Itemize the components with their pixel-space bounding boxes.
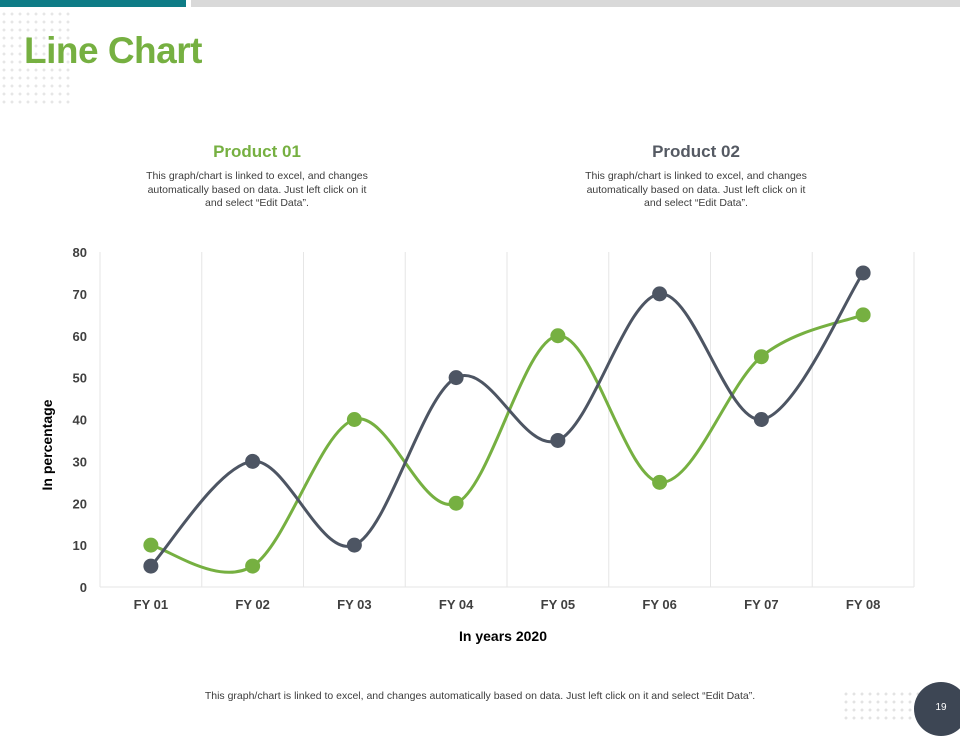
data-point-series-2[interactable] [652,286,668,302]
data-point-series-1[interactable] [855,307,871,323]
data-point-series-2[interactable] [143,558,159,574]
y-tick-label: 70 [73,287,87,302]
x-tick-label: FY 06 [642,597,676,612]
chart-axes: 0 10 20 30 40 50 60 70 80 FY 01 FY 02 FY 03 FY 04 FY … [73,245,914,612]
legend-description: This graph/chart is linked to excel, and… [585,170,807,209]
dot-pattern-decoration [0,10,70,105]
y-tick-label: 50 [73,371,87,386]
x-tick-label: FY 02 [235,597,269,612]
data-point-series-2[interactable] [448,370,464,386]
data-point-series-1[interactable] [550,328,566,344]
y-tick-label: 80 [73,245,87,260]
data-point-series-2[interactable] [550,432,566,448]
y-tick-label: 40 [73,413,87,428]
page-number: 19 [935,702,947,713]
y-tick-label: 30 [73,454,87,469]
data-point-series-1[interactable] [143,537,159,553]
data-point-series-2[interactable] [245,453,261,469]
legend-product-01: Product 01 This graph/chart is linked to… [132,142,382,211]
top-divider-bar [191,0,960,7]
data-point-series-2[interactable] [346,537,362,553]
y-axis-label: In percentage [39,399,55,490]
x-tick-label: FY 05 [541,597,575,612]
series-line-2 [149,272,865,568]
x-tick-label: FY 04 [439,597,474,612]
data-point-series-1[interactable] [753,349,769,365]
data-point-series-2[interactable] [753,412,769,427]
legend-title: Product 02 [652,142,740,161]
y-tick-label: 10 [73,538,87,553]
x-tick-label: FY 07 [744,597,778,612]
data-point-series-1[interactable] [245,558,261,574]
legend-description: This graph/chart is linked to excel, and… [146,170,368,209]
x-tick-label: FY 01 [134,597,168,612]
dot-pattern-decoration [842,690,920,720]
y-tick-label: 0 [80,580,87,595]
legend-product-02: Product 02 This graph/chart is linked to… [571,142,821,211]
chart-series [143,265,871,574]
chart-grid [99,252,915,587]
x-axis-label: In years 2020 [459,628,547,644]
legend-title: Product 01 [213,142,301,161]
y-tick-label: 20 [73,496,87,511]
line-chart[interactable]: 0 10 20 30 40 50 60 70 80 FY 01 FY 02 FY 03 FY 04 FY … [0,0,960,720]
data-point-series-1[interactable] [652,474,668,490]
data-point-series-2[interactable] [855,265,871,281]
x-tick-label: FY 03 [337,597,371,612]
data-point-series-1[interactable] [346,412,362,427]
y-tick-label: 60 [73,329,87,344]
data-point-series-1[interactable] [448,495,464,511]
footer-note: This graph/chart is linked to excel, and… [204,690,756,702]
x-tick-label: FY 08 [846,597,880,612]
top-accent-bar [0,0,186,7]
page-title: Line Chart [24,30,202,71]
